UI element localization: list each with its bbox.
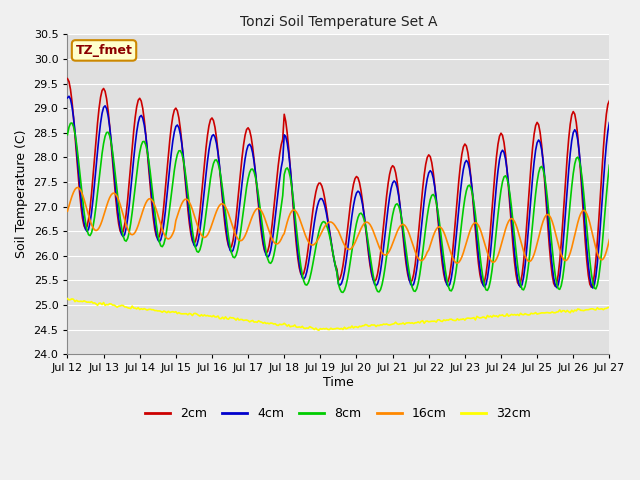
Text: TZ_fmet: TZ_fmet xyxy=(76,44,132,57)
Y-axis label: Soil Temperature (C): Soil Temperature (C) xyxy=(15,130,28,258)
X-axis label: Time: Time xyxy=(323,376,354,389)
Title: Tonzi Soil Temperature Set A: Tonzi Soil Temperature Set A xyxy=(239,15,437,29)
Legend: 2cm, 4cm, 8cm, 16cm, 32cm: 2cm, 4cm, 8cm, 16cm, 32cm xyxy=(140,402,536,425)
